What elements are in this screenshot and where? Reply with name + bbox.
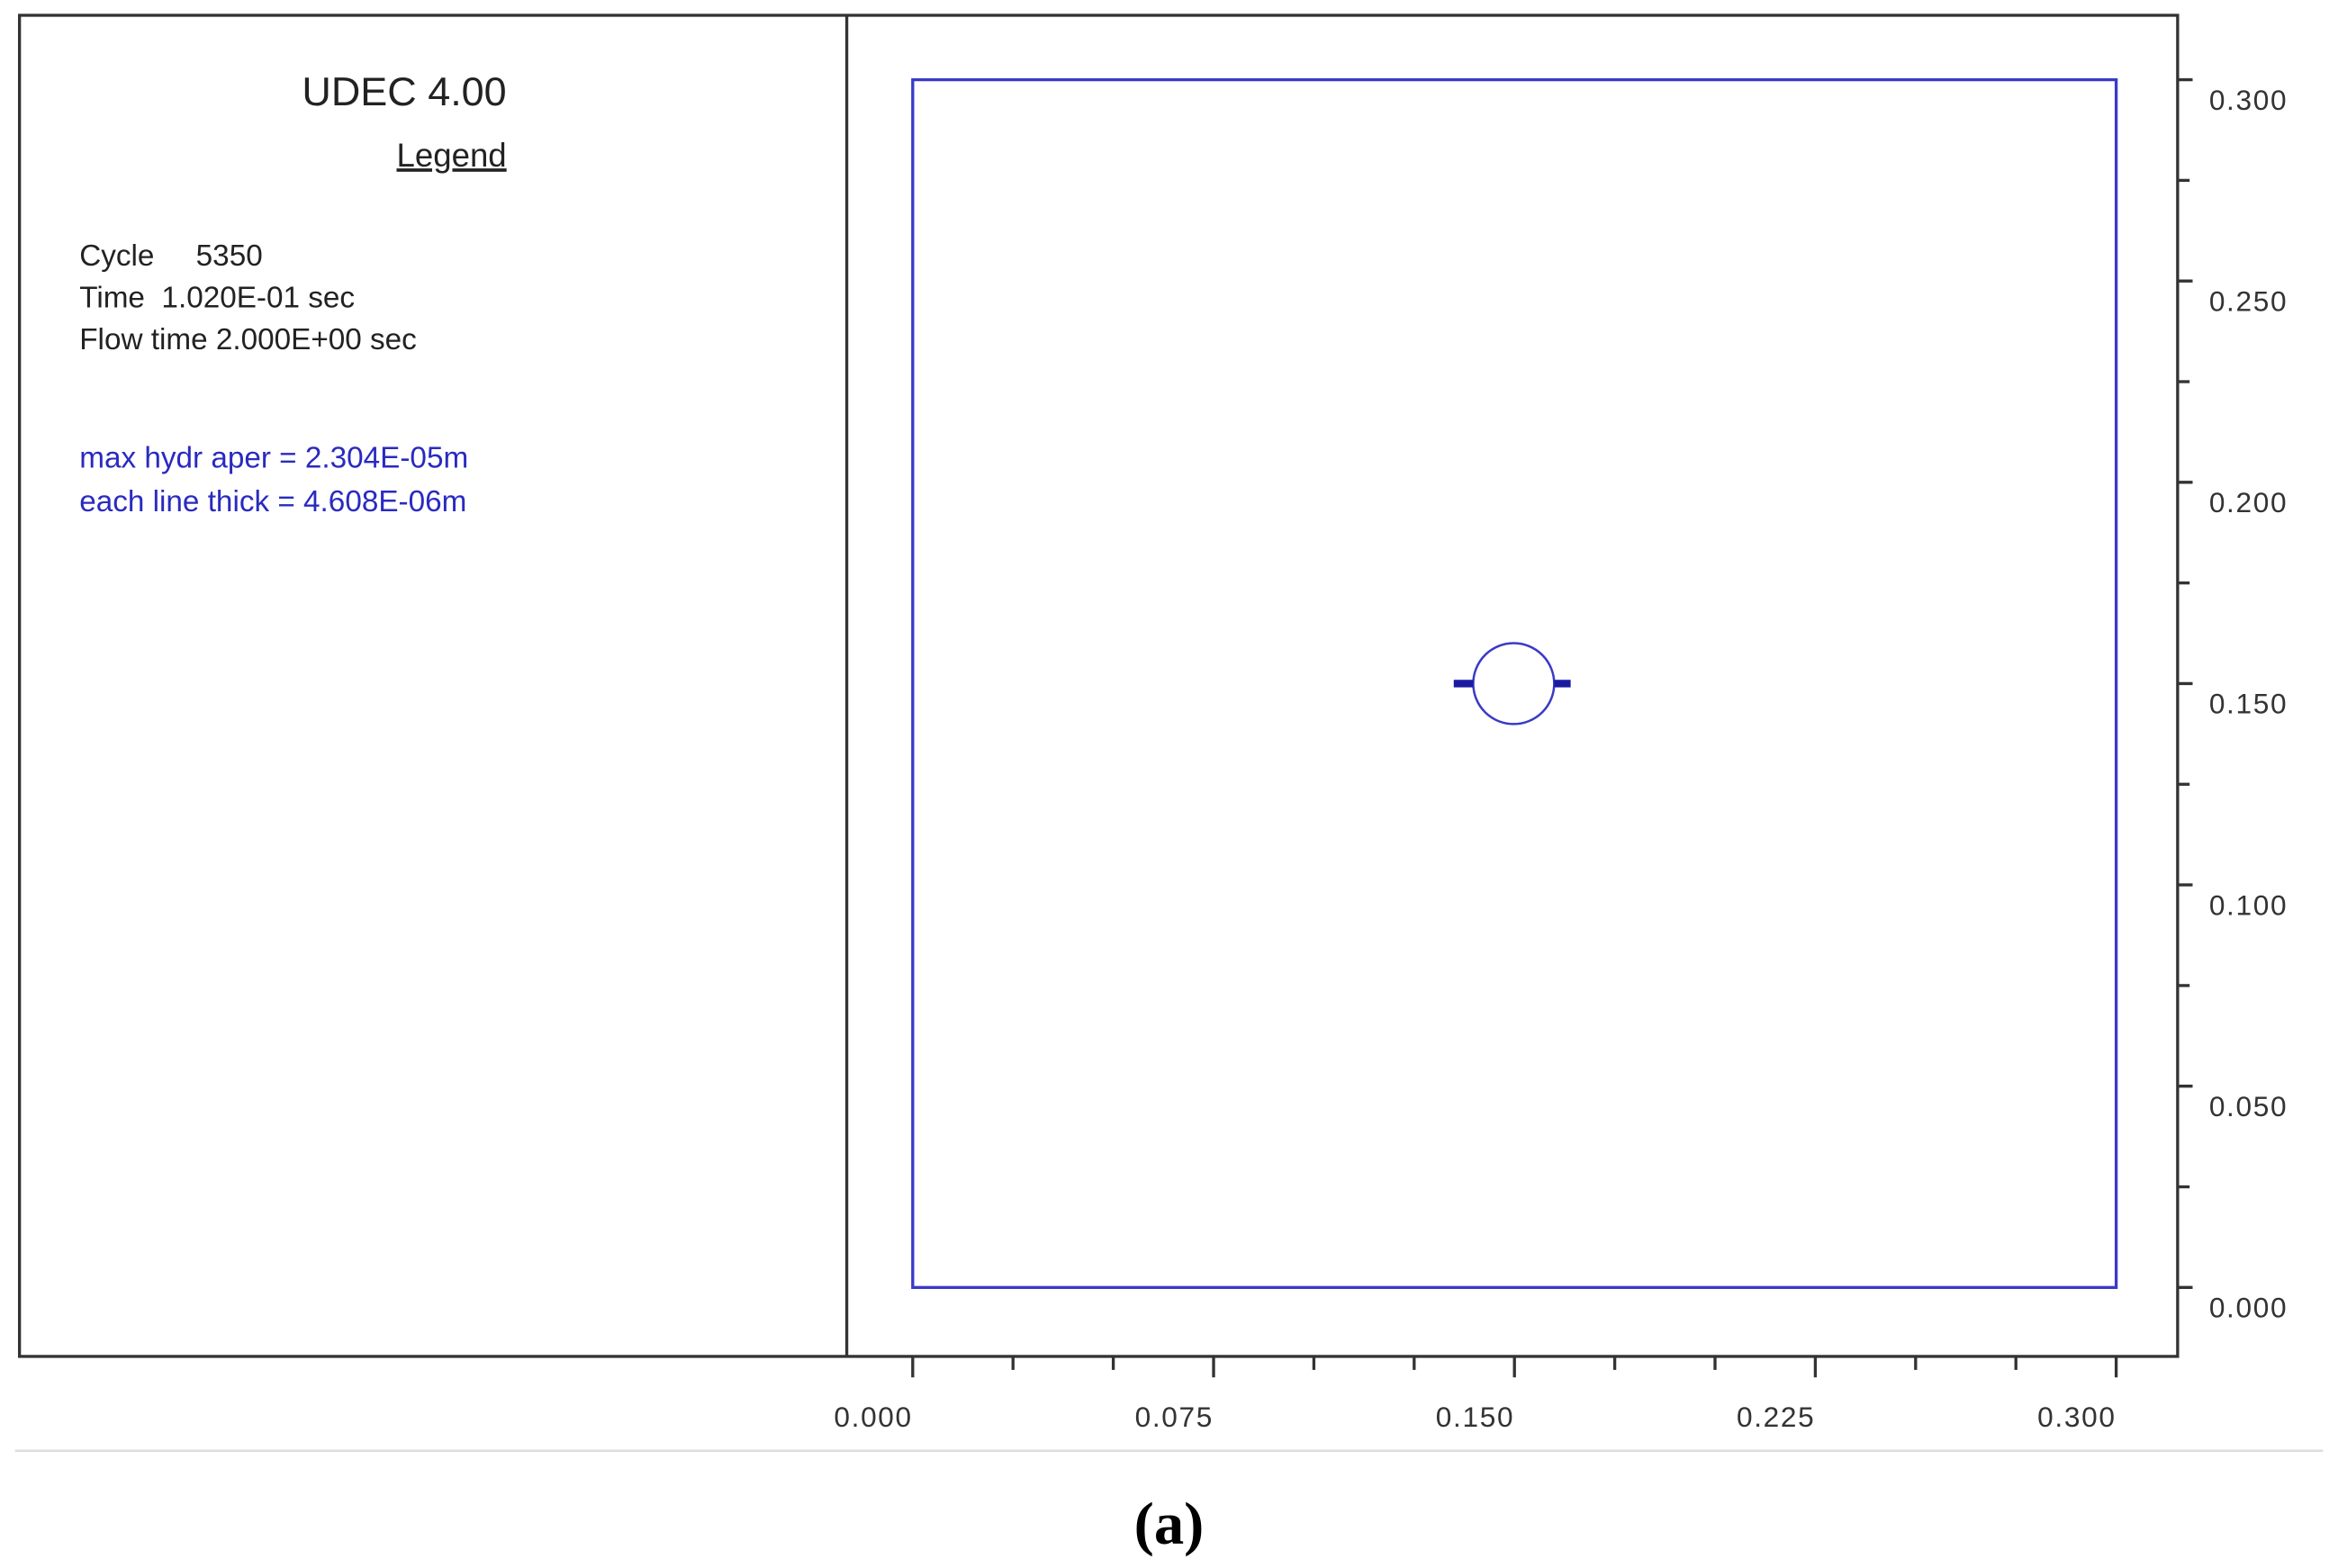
caption: (a) bbox=[1134, 1491, 1205, 1557]
x-tick-label: 0.300 bbox=[2037, 1401, 2116, 1433]
y-tick-label: 0.150 bbox=[2209, 688, 2288, 720]
legend-heading: Legend bbox=[397, 137, 507, 174]
info-line: Flow time 2.000E+00 sec bbox=[79, 323, 417, 356]
x-tick-label: 0.150 bbox=[1436, 1401, 1514, 1433]
info-line: Time 1.020E-01 sec bbox=[79, 282, 355, 315]
x-tick-label: 0.075 bbox=[1135, 1401, 1214, 1433]
y-tick-label: 0.250 bbox=[2209, 284, 2288, 317]
y-tick-label: 0.200 bbox=[2209, 486, 2288, 518]
note-line: each line thick = 4.608E-06m bbox=[79, 485, 466, 518]
frame bbox=[17, 14, 2180, 1358]
x-tick-label: 0.000 bbox=[834, 1401, 912, 1433]
opening bbox=[1472, 642, 1556, 725]
y-tick-label: 0.100 bbox=[2209, 888, 2288, 921]
info-line: Cycle 5350 bbox=[79, 239, 263, 273]
y-tick-label: 0.050 bbox=[2209, 1090, 2288, 1122]
title: UDEC 4.00 bbox=[302, 68, 506, 114]
model-boundary bbox=[911, 77, 2118, 1290]
y-tick-label: 0.300 bbox=[2209, 84, 2288, 116]
x-tick-label: 0.225 bbox=[1737, 1401, 1815, 1433]
y-tick-label: 0.000 bbox=[2209, 1292, 2288, 1324]
note-line: max hydr aper = 2.304E-05m bbox=[79, 442, 468, 475]
